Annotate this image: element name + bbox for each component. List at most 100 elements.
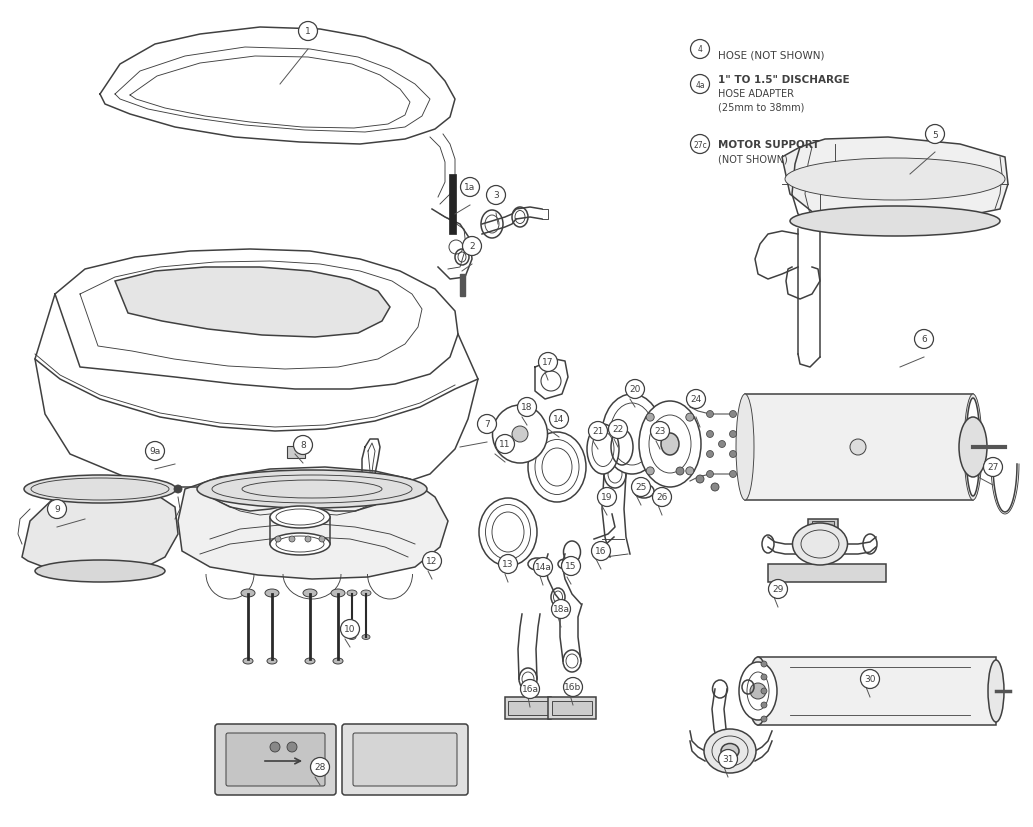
Circle shape [729,411,737,418]
Circle shape [589,422,607,441]
Ellipse shape [792,523,847,566]
Circle shape [319,537,325,543]
Text: 22: 22 [613,425,624,434]
Circle shape [305,537,311,543]
Circle shape [647,414,654,422]
Circle shape [729,451,737,458]
Text: 4: 4 [697,45,702,55]
Circle shape [562,557,581,576]
Circle shape [687,390,706,409]
Circle shape [533,558,553,576]
Ellipse shape [361,590,371,596]
Text: 11: 11 [499,440,510,449]
Text: 1a: 1a [465,184,475,192]
Circle shape [552,600,570,619]
Ellipse shape [197,471,427,509]
Text: 29: 29 [773,585,784,594]
Circle shape [477,415,497,434]
Circle shape [461,179,479,198]
Ellipse shape [267,658,277,664]
Circle shape [707,431,714,438]
Circle shape [311,758,330,777]
Circle shape [48,500,66,519]
Ellipse shape [528,433,586,502]
Circle shape [761,688,766,694]
Ellipse shape [748,657,768,725]
Circle shape [926,126,944,145]
Text: MOTOR SUPPORT: MOTOR SUPPORT [718,140,819,150]
Circle shape [512,427,528,442]
Bar [758,657,996,725]
Circle shape [761,716,766,722]
Bar [808,519,838,542]
Circle shape [850,439,866,456]
Circle shape [449,241,463,255]
Circle shape [686,414,694,422]
FancyBboxPatch shape [353,733,457,786]
Circle shape [750,683,766,699]
Text: 4a: 4a [695,80,705,89]
Circle shape [860,670,879,689]
Text: 14: 14 [554,415,565,424]
Polygon shape [115,268,390,337]
Text: 24: 24 [690,395,701,404]
Circle shape [538,353,558,372]
Ellipse shape [602,394,662,475]
Text: 23: 23 [654,427,665,436]
Text: 9a: 9a [150,447,160,456]
Circle shape [146,442,164,461]
Circle shape [707,471,714,478]
Text: 16: 16 [595,547,606,556]
Ellipse shape [721,743,739,758]
Ellipse shape [988,660,1004,722]
FancyBboxPatch shape [226,733,325,786]
Circle shape [690,75,710,94]
Circle shape [631,478,651,497]
Circle shape [914,330,934,349]
Text: 1: 1 [305,27,311,36]
Text: 13: 13 [502,560,513,569]
Text: 28: 28 [314,762,325,772]
Circle shape [499,555,518,574]
Text: 16a: 16a [522,685,538,694]
Ellipse shape [241,590,255,597]
Text: 12: 12 [427,557,438,566]
Text: 7: 7 [484,420,490,429]
Text: 31: 31 [722,754,733,763]
Text: 26: 26 [656,493,667,502]
Circle shape [696,476,705,484]
Ellipse shape [24,476,176,504]
Text: 5: 5 [932,131,938,139]
Ellipse shape [331,590,345,597]
Circle shape [275,537,281,543]
Bar [449,174,456,235]
Bar [812,521,834,539]
Ellipse shape [305,658,315,664]
Polygon shape [178,467,448,579]
Text: 30: 30 [865,675,876,684]
Circle shape [463,237,481,256]
Ellipse shape [265,590,279,597]
Circle shape [690,41,710,60]
Polygon shape [782,138,1008,222]
Circle shape [719,441,725,448]
FancyBboxPatch shape [342,724,468,795]
Ellipse shape [705,729,756,773]
Circle shape [518,398,536,417]
Text: HOSE ADAPTER: HOSE ADAPTER [718,88,794,99]
Circle shape [287,742,298,752]
Bar [508,701,547,715]
Circle shape [729,431,737,438]
Circle shape [761,662,766,667]
Circle shape [769,580,787,599]
Circle shape [422,552,441,571]
Ellipse shape [347,590,357,596]
Circle shape [651,422,669,441]
Ellipse shape [270,506,330,528]
Bar [768,564,886,582]
Text: 17: 17 [542,358,554,367]
Circle shape [487,186,505,205]
Bar [287,447,305,458]
Circle shape [299,22,317,41]
Ellipse shape [639,402,701,487]
